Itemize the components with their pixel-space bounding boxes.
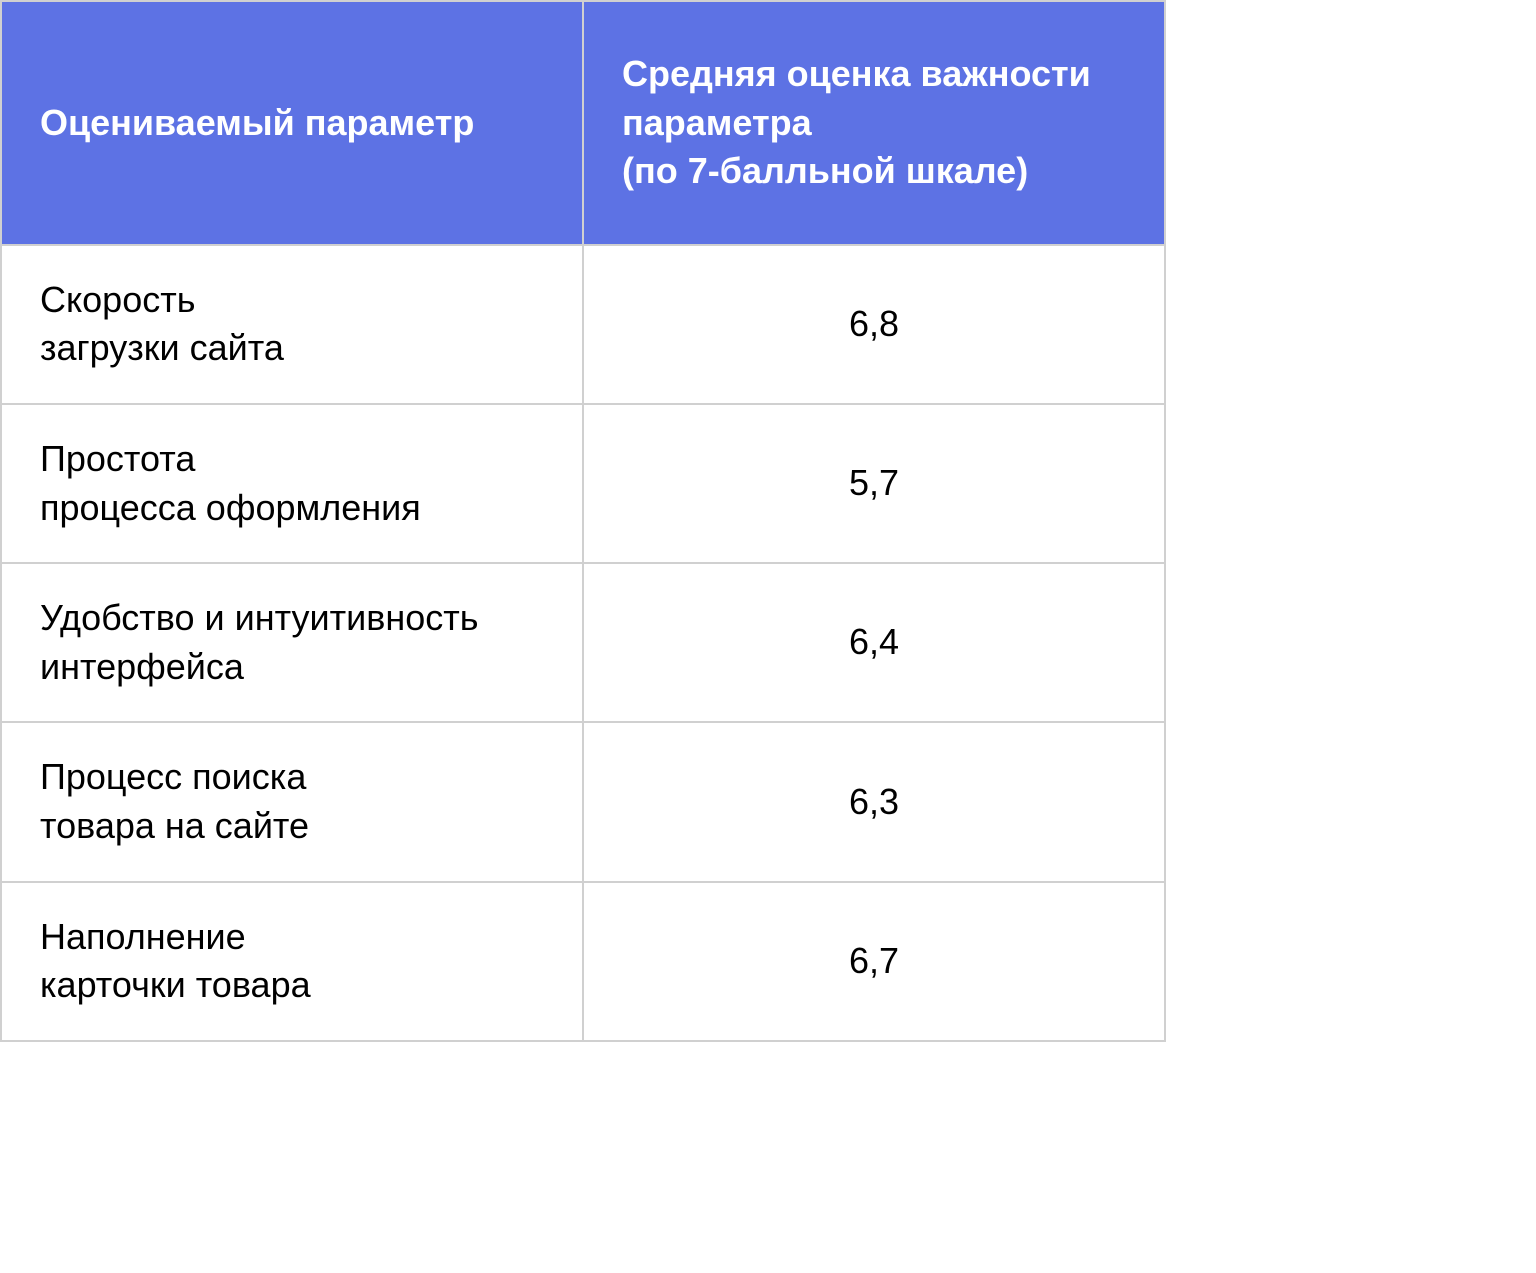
column-header-parameter: Оцениваемый параметр [1, 1, 583, 245]
table-row: Простотапроцесса оформления 5,7 [1, 404, 1165, 563]
table-row: Процесс поискатовара на сайте 6,3 [1, 722, 1165, 881]
parameter-name: Процесс поискатовара на сайте [1, 722, 583, 881]
table-row: Наполнениекарточки товара 6,7 [1, 882, 1165, 1041]
parameter-value: 6,4 [583, 563, 1165, 722]
parameter-value: 5,7 [583, 404, 1165, 563]
parameter-name: Скоростьзагрузки сайта [1, 245, 583, 404]
table-body: Скоростьзагрузки сайта 6,8 Простотапроце… [1, 245, 1165, 1041]
ratings-table-container: Оцениваемый параметр Средняя оценка важн… [0, 0, 1166, 1042]
parameter-name: Удобство и интуитивностьинтерфейса [1, 563, 583, 722]
parameter-name: Наполнениекарточки товара [1, 882, 583, 1041]
header-row: Оцениваемый параметр Средняя оценка важн… [1, 1, 1165, 245]
parameter-value: 6,3 [583, 722, 1165, 881]
table-row: Удобство и интуитивностьинтерфейса 6,4 [1, 563, 1165, 722]
parameter-value: 6,8 [583, 245, 1165, 404]
column-header-rating: Средняя оценка важности параметра(по 7-б… [583, 1, 1165, 245]
parameter-name: Простотапроцесса оформления [1, 404, 583, 563]
ratings-table: Оцениваемый параметр Средняя оценка важн… [0, 0, 1166, 1042]
table-row: Скоростьзагрузки сайта 6,8 [1, 245, 1165, 404]
table-header: Оцениваемый параметр Средняя оценка важн… [1, 1, 1165, 245]
parameter-value: 6,7 [583, 882, 1165, 1041]
